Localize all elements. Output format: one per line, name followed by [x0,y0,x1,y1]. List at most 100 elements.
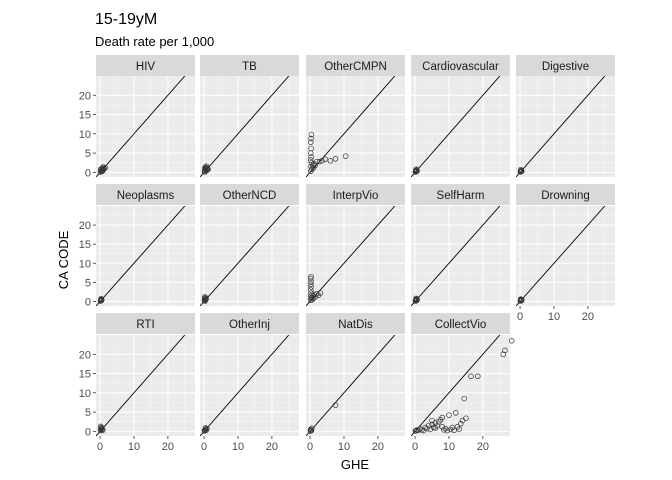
x-tick-label: 10 [338,441,350,453]
panel-background [411,76,510,177]
data-point [310,293,316,299]
chart-subtitle: Death rate per 1,000 [95,34,214,49]
reference-line [200,206,290,306]
data-point [517,166,524,173]
facet-strip [200,55,299,76]
data-point [468,373,474,379]
y-tick-label: 5 [85,407,91,419]
data-point [307,157,314,163]
facet-panel-otherncd: OtherNCD [200,184,299,306]
data-point [424,425,430,432]
data-point [413,166,419,173]
facet-panel-hiv: HIV 0 5 10 15 20 [79,55,195,179]
data-point [429,421,435,428]
data-point [461,395,467,402]
data-point [308,135,314,142]
data-point [458,420,464,427]
data-point [429,417,435,424]
x-tick-label: 0 [201,441,207,453]
facet-strip-label: Digestive [542,61,589,73]
data-point [307,275,314,282]
data-point [319,158,325,164]
reference-line [411,206,501,306]
data-point [453,410,459,416]
facet-strip [306,184,405,205]
data-point [314,291,320,297]
facet-strip-label: TB [242,61,257,73]
y-tick-label: 10 [79,388,91,400]
data-point [439,414,445,421]
data-point [517,296,524,302]
data-point [307,139,314,146]
data-point [97,423,104,430]
data-point [322,156,329,163]
data-point [447,426,454,433]
reference-line [411,76,501,177]
y-tick-label: 20 [79,220,91,232]
x-tick-label: 20 [477,441,489,453]
data-point [342,153,349,159]
data-point [444,427,451,434]
facet-panel-selfharm: SelfHarm [411,184,510,306]
data-point [332,156,339,162]
x-tick-label: 0 [517,311,523,323]
data-point [202,294,209,301]
data-point [332,402,339,408]
data-point [202,298,208,304]
data-point [308,131,315,138]
y-tick-label: 5 [85,148,91,160]
y-tick-label: 10 [79,129,91,141]
panel-background [200,206,299,306]
x-tick-label: 20 [266,441,278,453]
data-point [98,295,104,302]
x-tick-label: 0 [97,441,103,453]
y-tick-label: 0 [85,426,91,438]
data-point [446,412,452,418]
reference-line [200,76,290,177]
facet-strip-label: CollectVio [435,319,487,331]
x-tick-label: 20 [162,441,174,453]
facet-panel-otherinj: OtherInj 0 10 20 [200,313,299,453]
reference-line [306,335,396,436]
facet-strip [96,313,195,334]
data-point [204,165,210,171]
y-tick-label: 15 [79,239,91,251]
facet-strip-label: HIV [136,61,156,73]
data-point [102,164,108,171]
facet-strip [200,184,299,205]
data-point [449,424,456,431]
x-tick-label: 0 [412,441,418,453]
x-axis-title: GHE [341,457,370,472]
facet-panel-neoplasms: Neoplasms 0 5 10 15 20 [79,184,195,308]
facet-panel-rti: RTI 0 5 10 15 20 0 10 20 [79,313,195,453]
facet-panel-drowning: Drowning 0 10 20 [516,184,615,323]
facet-panel-interpvio: InterpVio [306,184,405,306]
facet-panel-collectvio: CollectVio 0 10 20 [411,313,515,453]
y-axis-title: CA CODE [56,230,71,289]
data-point [205,166,211,173]
reference-line [306,206,396,306]
data-point [414,168,420,174]
facet-strip-label: Cardiovascular [422,61,499,73]
reference-line [96,76,186,177]
data-point [99,165,105,171]
reference-line [306,76,396,177]
facet-strip-label: SelfHarm [437,190,485,202]
y-tick-label: 20 [79,349,91,361]
data-point [99,426,105,432]
data-point [327,158,334,164]
data-point [99,168,106,174]
x-tick-label: 10 [443,441,455,453]
y-tick-label: 0 [85,167,91,179]
data-point [316,158,323,165]
facet-strip [96,55,195,76]
facet-strip-label: OtherInj [229,319,270,331]
facet-strip [306,313,405,334]
data-point [201,428,208,434]
facet-strip [411,313,510,334]
facet-panel-digestive: Digestive [516,55,615,177]
facet-strip-label: NatDis [338,319,373,331]
data-point [432,425,439,431]
y-tick-label: 5 [85,277,91,289]
